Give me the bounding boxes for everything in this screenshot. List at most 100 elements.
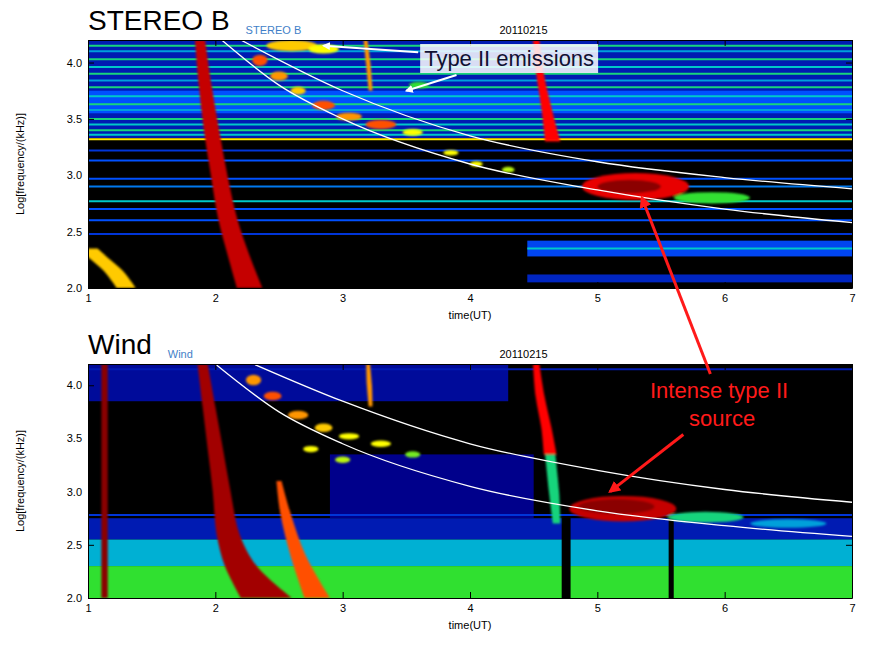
tick-mark [846,63,852,64]
tick-mark [215,592,216,598]
tick-mark [88,119,94,120]
radio-burst [195,40,262,288]
tick [846,232,852,233]
tick-label: 4.0 [67,379,82,391]
type-ii-emission [252,55,267,66]
tick-label: 6 [722,602,728,614]
tick [846,175,852,176]
tick [597,364,598,370]
axis-line [89,288,853,289]
tick-label: 2.5 [67,539,82,551]
tick-label: 2.0 [67,282,82,294]
tick-mark [597,282,598,288]
tick-label: 7 [849,602,855,614]
tick: 3 [340,592,346,614]
tick-mark [846,232,852,233]
tick: 2.5 [67,226,94,238]
tick [846,63,852,64]
tick [215,40,216,46]
type-ii-emission [246,375,261,386]
y-axis-right [846,41,853,289]
tick-mark [846,545,852,546]
tick: 2 [213,282,219,304]
radio-burst [101,364,107,598]
axis-line [88,41,89,289]
tick-label: 3 [340,602,346,614]
tick-label: 3.0 [67,486,82,498]
tick: 4 [467,592,473,614]
noise-line [88,233,852,235]
type-ii-emission [303,446,318,452]
tick: 6 [722,592,728,614]
x-axis: 1234567 [85,282,855,304]
tick-mark [846,438,852,439]
tick [343,364,344,370]
annotation-arrow [406,75,456,91]
type-ii-emission [288,411,308,420]
spectral-region [88,40,852,288]
x-axis: 1234567 [85,592,855,614]
tick [215,364,216,370]
tick [470,364,471,370]
tick-label: 4.0 [67,57,82,69]
tick [846,438,852,439]
tick: 6 [722,282,728,304]
type-ii-emission [336,113,361,121]
y-axis: 2.02.53.03.54.0 [67,41,94,295]
tick: 3 [340,282,346,304]
emission-layer [101,364,826,598]
y-axis: 2.02.53.03.54.0 [67,365,94,605]
tick: 3.0 [67,486,94,498]
panel-title: Wind [88,329,152,360]
emission-layer [88,40,750,288]
tick: 2 [213,592,219,614]
annotation: Intense type II source [650,378,794,431]
y-axis-title: Log[frequency/(kHz)] [14,113,26,215]
noise-line [88,208,852,210]
tick-label: 4 [467,292,473,304]
tick-mark [88,63,94,64]
tick-mark [597,592,598,598]
tick [725,364,726,370]
axis-line [89,598,853,599]
tick-mark [88,385,94,386]
x-axis-top [89,364,853,370]
type-ii-emission [578,499,654,514]
tick: 3.5 [67,113,94,125]
tick-label: 7 [849,292,855,304]
annotation: Type II emissions [420,44,598,73]
projection-curve [222,40,852,223]
annotation-arrow [642,198,710,374]
noise-line [527,248,852,250]
axis-line [852,41,853,289]
noise-line [88,129,852,131]
tick-mark [343,364,344,370]
tick [846,598,852,599]
spectral-region [527,241,852,257]
radio-burst [276,481,329,598]
tick: 4.0 [67,57,94,69]
tick-mark [846,492,852,493]
tick-label: 5 [595,292,601,304]
noise-line [88,219,852,221]
spectral-region [88,566,852,598]
tick-label: 6 [722,292,728,304]
tick-label: 2 [213,292,219,304]
tick-mark [470,282,471,288]
projection-curve [254,364,852,502]
tick-mark [725,282,726,288]
date-label: 20110215 [499,24,547,36]
tick [846,385,852,386]
annotation-label: Type II emissions [424,46,594,71]
type-ii-emission [674,192,750,203]
tick-label: 2 [213,602,219,614]
tick-mark [470,592,471,598]
tick-mark [215,282,216,288]
tick: 5 [595,282,601,304]
tick-mark [88,545,94,546]
tick [725,40,726,46]
radio-burst [88,249,136,288]
plot-area [88,364,852,598]
axis-line [852,365,853,599]
tick-label: 5 [595,602,601,614]
